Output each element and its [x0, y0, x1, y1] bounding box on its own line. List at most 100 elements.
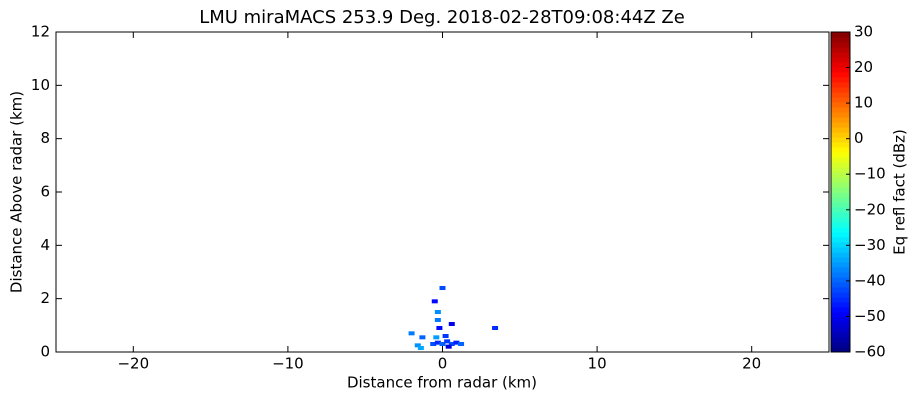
echo-cell	[430, 342, 437, 346]
colorbar-segment	[831, 307, 850, 313]
colorbar-tick-label: 30	[854, 23, 873, 41]
colorbar-segment	[831, 197, 850, 203]
colorbar-segment	[831, 112, 850, 118]
colorbar-segment	[831, 297, 850, 303]
x-tick-label: 20	[742, 355, 761, 373]
colorbar-segment	[831, 212, 850, 218]
colorbar-segment	[831, 257, 850, 263]
colorbar-segment	[831, 242, 850, 248]
y-axis-label: Distance Above radar (km)	[8, 91, 26, 293]
colorbar-segment	[831, 137, 850, 143]
colorbar-segment	[831, 317, 850, 323]
colorbar-tick-label: 10	[854, 94, 873, 112]
y-tick-label: 6	[40, 183, 50, 201]
colorbar-tick-label: −30	[854, 236, 886, 254]
echo-cell	[433, 335, 440, 340]
echo-cell	[458, 342, 465, 346]
colorbar-segment	[831, 107, 850, 113]
x-axis-label: Distance from radar (km)	[347, 374, 537, 392]
colorbar-tick-label: −60	[854, 343, 886, 361]
colorbar-segment	[831, 187, 850, 193]
x-tick-label: 0	[438, 355, 448, 373]
colorbar-segment	[831, 167, 850, 173]
colorbar-segment	[831, 262, 850, 268]
y-tick-label: 8	[40, 129, 50, 147]
colorbar-segment	[831, 92, 850, 98]
colorbar-segment	[831, 177, 850, 183]
colorbar-segment	[831, 157, 850, 163]
echo-cell	[439, 342, 446, 346]
colorbar-tick-label: −50	[854, 307, 886, 325]
colorbar-segment	[831, 287, 850, 293]
echo-cell	[448, 342, 455, 346]
colorbar-segment	[831, 322, 850, 328]
colorbar-segment	[831, 147, 850, 153]
echo-cell	[445, 344, 452, 349]
colorbar-segment	[831, 97, 850, 103]
colorbar-segment	[831, 282, 850, 288]
colorbar-frame	[830, 31, 851, 353]
colorbar-segment	[831, 202, 850, 208]
colorbar-segment	[831, 192, 850, 198]
colorbar-segment	[831, 117, 850, 123]
colorbar-segment	[831, 337, 850, 343]
y-tick-label: 2	[40, 289, 50, 307]
colorbar-segment	[831, 252, 850, 258]
x-tick-label: −20	[117, 355, 149, 373]
echo-cell	[439, 286, 446, 290]
echo-cell	[436, 326, 443, 330]
colorbar-segment	[831, 47, 850, 53]
colorbar-segment	[831, 302, 850, 308]
colorbar-segment	[831, 347, 850, 353]
echo-cell	[442, 334, 449, 338]
colorbar-segment	[831, 52, 850, 58]
colorbar-segment	[831, 332, 850, 338]
colorbar-segment	[831, 342, 850, 348]
colorbar-tick-label: 20	[854, 58, 873, 76]
echo-cell	[453, 340, 460, 345]
echo-cell	[448, 322, 455, 326]
colorbar-segment	[831, 57, 850, 63]
echo-cell	[417, 346, 424, 350]
colorbar-segment	[831, 292, 850, 298]
colorbar-segment	[831, 122, 850, 128]
colorbar-tick-label: −40	[854, 271, 886, 289]
colorbar-segment	[831, 327, 850, 333]
echo-cell	[414, 343, 421, 348]
echo-cell	[431, 299, 438, 304]
echo-cell	[408, 331, 415, 336]
colorbar-segment	[831, 217, 850, 223]
colorbar-segment	[831, 277, 850, 283]
colorbar-segment	[831, 62, 850, 68]
echo-cell	[444, 339, 451, 344]
echo-cell	[434, 340, 441, 345]
y-tick-label: 4	[40, 236, 50, 254]
echo-cell	[434, 310, 441, 314]
colorbar-segment	[831, 132, 850, 138]
x-tick-label: −10	[272, 355, 304, 373]
colorbar-segment	[831, 267, 850, 273]
colorbar-tick-label: −10	[854, 165, 886, 183]
colorbar-segment	[831, 72, 850, 78]
colorbar-segment	[831, 272, 850, 278]
y-tick-label: 12	[31, 23, 50, 41]
plot-frame	[55, 31, 830, 353]
colorbar-segment	[831, 237, 850, 243]
colorbar-segment	[831, 87, 850, 93]
colorbar-segment	[831, 37, 850, 43]
colorbar-segment	[831, 162, 850, 168]
chart-title: LMU miraMACS 253.9 Deg. 2018-02-28T09:08…	[199, 7, 685, 28]
colorbar-tick-label: −20	[854, 200, 886, 218]
colorbar-segment	[831, 102, 850, 108]
colorbar-segment	[831, 152, 850, 158]
colorbar-segment	[831, 127, 850, 133]
echo-cell	[419, 335, 426, 340]
y-tick-label: 10	[31, 76, 50, 94]
colorbar-label: Eq refl fact (dBz)	[891, 129, 909, 255]
colorbar-tick-label: 0	[854, 129, 864, 147]
colorbar-segment	[831, 42, 850, 48]
echo-cell	[434, 318, 441, 322]
colorbar-segment	[831, 172, 850, 178]
colorbar-segment	[831, 142, 850, 148]
